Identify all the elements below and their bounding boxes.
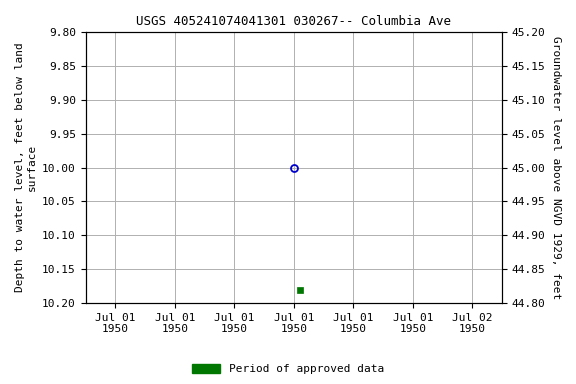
Y-axis label: Depth to water level, feet below land
surface: Depth to water level, feet below land su… (15, 43, 37, 292)
Title: USGS 405241074041301 030267-- Columbia Ave: USGS 405241074041301 030267-- Columbia A… (137, 15, 452, 28)
Legend: Period of approved data: Period of approved data (188, 359, 388, 379)
Y-axis label: Groundwater level above NGVD 1929, feet: Groundwater level above NGVD 1929, feet (551, 36, 561, 299)
